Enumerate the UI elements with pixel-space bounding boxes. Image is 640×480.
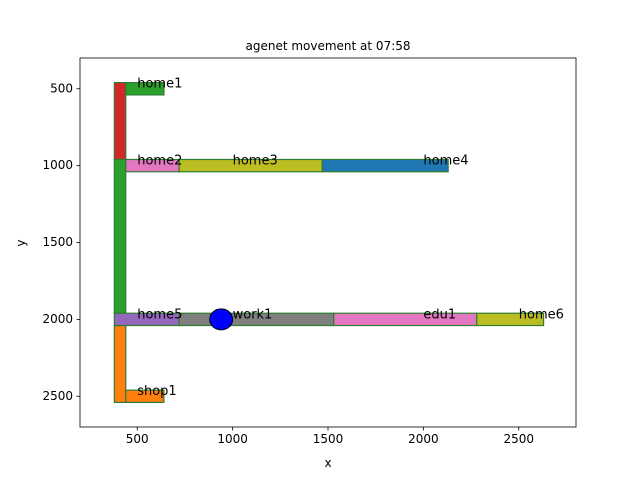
area-road-vertical-mid xyxy=(113,158,127,314)
area-label-home4: home4 xyxy=(423,154,468,169)
area-label-home6: home6 xyxy=(519,307,564,322)
area-label-work1: work1 xyxy=(233,307,273,322)
x-tick-label: 500 xyxy=(126,432,149,446)
x-tick-label: 1000 xyxy=(217,432,248,446)
axes: 500 1000 1500 2000 2500 500 1000 1500 2000 2500 xyxy=(42,57,577,446)
x-tick-label: 2000 xyxy=(408,432,439,446)
area-home6 xyxy=(476,312,545,327)
area-label-home3: home3 xyxy=(233,154,278,169)
x-axis-label: x xyxy=(324,456,331,470)
y-tick-label: 2000 xyxy=(42,312,73,326)
x-tick-label: 1500 xyxy=(313,432,344,446)
chart-title: agenet movement at 07:58 xyxy=(245,39,410,53)
area-shop1 xyxy=(125,389,165,404)
plot-area: home1 home2 home3 home4 home5 work1 edu1 home6 s… xyxy=(113,77,564,404)
y-tick-label: 1500 xyxy=(42,235,73,249)
area-label-home1: home1 xyxy=(137,77,182,92)
x-tick-label: 2500 xyxy=(503,432,534,446)
area-label-home2: home2 xyxy=(137,154,182,169)
area-home1 xyxy=(125,81,165,96)
area-label-edu1: edu1 xyxy=(423,307,456,322)
area-home4 xyxy=(321,158,449,173)
area-label-home5: home5 xyxy=(137,307,182,322)
area-label-shop1: shop1 xyxy=(137,384,177,399)
y-tick-label: 500 xyxy=(50,81,73,95)
y-tick-label: 1000 xyxy=(42,158,73,172)
area-road-vertical-top xyxy=(113,81,127,161)
y-tick-label: 2500 xyxy=(42,389,73,403)
y-axis-label: y xyxy=(14,239,28,246)
agent-marker xyxy=(209,308,234,331)
area-road-vertical-bottom xyxy=(113,324,127,403)
